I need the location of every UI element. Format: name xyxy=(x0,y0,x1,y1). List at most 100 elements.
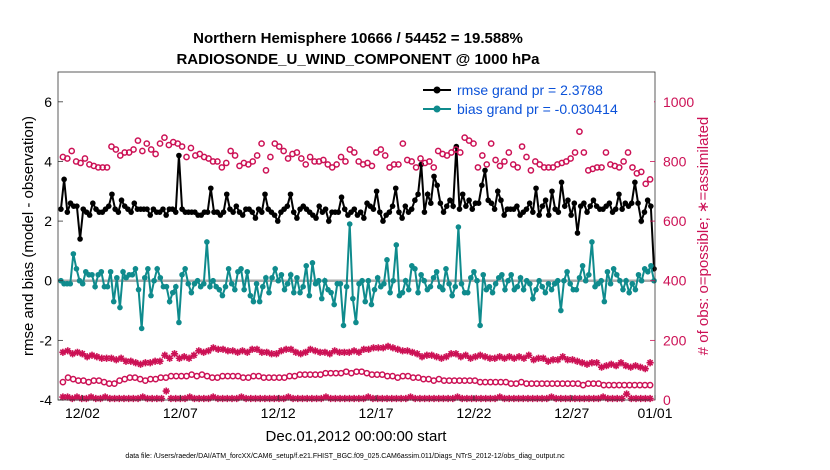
rmse-point xyxy=(558,179,565,186)
bias-point xyxy=(135,286,142,293)
count-marker-circle xyxy=(399,140,407,147)
count-marker-star xyxy=(345,348,353,356)
y-tick-label: 6 xyxy=(44,94,52,110)
bias-point xyxy=(405,286,412,293)
count-marker-star xyxy=(486,354,494,362)
count-marker-star xyxy=(190,351,198,359)
bias-point xyxy=(200,280,207,287)
bias-point xyxy=(390,277,396,284)
count-marker-star xyxy=(73,393,81,401)
count-marker-star xyxy=(543,394,551,403)
count-marker-star xyxy=(500,394,509,403)
bias-point xyxy=(446,280,452,287)
rmse-point xyxy=(386,209,393,215)
count-marker-star xyxy=(416,394,424,403)
bias-point xyxy=(263,274,269,281)
count-marker-star xyxy=(327,394,335,403)
rmse-point xyxy=(90,200,96,206)
x-tick-label: 12/22 xyxy=(456,405,491,421)
count-marker-circle xyxy=(509,161,517,168)
count-marker-star xyxy=(557,394,565,403)
bias-point xyxy=(154,266,160,272)
count-marker-circle xyxy=(324,161,332,168)
count-marker-star xyxy=(186,393,194,401)
count-marker-star xyxy=(153,394,161,403)
count-marker-circle xyxy=(156,140,164,147)
count-marker-star xyxy=(578,359,586,367)
count-marker-star xyxy=(143,394,152,403)
bias-point xyxy=(368,301,375,308)
bias-point xyxy=(533,286,539,293)
rmse-point xyxy=(357,209,364,215)
bias-point xyxy=(371,286,378,293)
count-marker-star xyxy=(599,393,607,401)
count-marker-star xyxy=(447,350,455,358)
rmse-point xyxy=(204,209,211,215)
count-marker-star xyxy=(442,353,450,361)
count-marker-star xyxy=(618,394,626,403)
count-marker-star xyxy=(383,394,391,403)
rmse-point xyxy=(284,203,291,209)
count-marker-star xyxy=(275,394,283,403)
bias-point xyxy=(542,289,549,296)
marker-group xyxy=(59,128,654,403)
bias-point xyxy=(598,277,605,284)
count-marker-star xyxy=(78,394,86,403)
bias-point xyxy=(362,298,369,305)
bias-point xyxy=(337,280,344,287)
count-marker-star xyxy=(515,353,523,361)
count-marker-star xyxy=(604,394,612,403)
count-marker-circle xyxy=(518,143,526,150)
bias-point xyxy=(582,277,589,284)
bias-point xyxy=(281,286,288,293)
rmse-point xyxy=(58,206,64,212)
count-marker-circle xyxy=(306,153,314,161)
count-marker-star xyxy=(533,394,541,403)
count-marker-star xyxy=(538,394,546,403)
count-marker-circle xyxy=(540,164,548,171)
rmse-point xyxy=(230,209,236,215)
count-marker-star xyxy=(106,394,114,403)
rmse-point xyxy=(389,203,396,209)
count-marker-circle xyxy=(474,164,482,171)
bias-point xyxy=(443,266,449,272)
bias-point xyxy=(626,289,632,296)
chart-title: Northern Hemisphere 10666 / 54452 = 19.5… xyxy=(193,30,523,47)
count-marker-star xyxy=(195,347,203,355)
bias-point xyxy=(166,298,173,305)
bias-point xyxy=(259,283,266,290)
bias-point xyxy=(182,266,188,272)
count-marker-star xyxy=(472,394,480,403)
count-marker-star xyxy=(389,344,397,352)
count-marker-star xyxy=(408,348,416,356)
bias-point xyxy=(222,283,229,290)
rmse-point xyxy=(526,200,533,206)
bias-point xyxy=(138,325,145,332)
count-marker-star xyxy=(341,394,349,403)
count-marker-star xyxy=(534,354,543,362)
bias-point xyxy=(412,266,418,272)
bias-point xyxy=(567,280,573,287)
bias-point xyxy=(98,268,105,275)
count-marker-star xyxy=(428,351,436,359)
count-marker-circle xyxy=(373,149,380,156)
bias-point xyxy=(589,239,595,245)
count-marker-star xyxy=(214,345,222,353)
y-right-tick-label: 800 xyxy=(663,153,687,169)
count-marker-circle xyxy=(624,149,632,156)
count-marker-circle xyxy=(536,161,544,168)
count-marker-circle xyxy=(395,161,402,168)
count-marker-star xyxy=(297,350,305,358)
bias-point xyxy=(449,292,455,299)
series-possible-upper- xyxy=(59,128,654,188)
count-marker-star xyxy=(167,394,175,403)
bias-point xyxy=(275,277,282,284)
count-marker-star xyxy=(261,394,269,403)
count-marker-circle xyxy=(377,146,385,153)
count-marker-star xyxy=(594,394,603,403)
count-marker-star xyxy=(597,363,606,371)
count-marker-star xyxy=(547,393,556,401)
rmse-point xyxy=(338,194,345,201)
bias-point xyxy=(471,268,477,275)
count-marker-circle xyxy=(183,153,190,161)
